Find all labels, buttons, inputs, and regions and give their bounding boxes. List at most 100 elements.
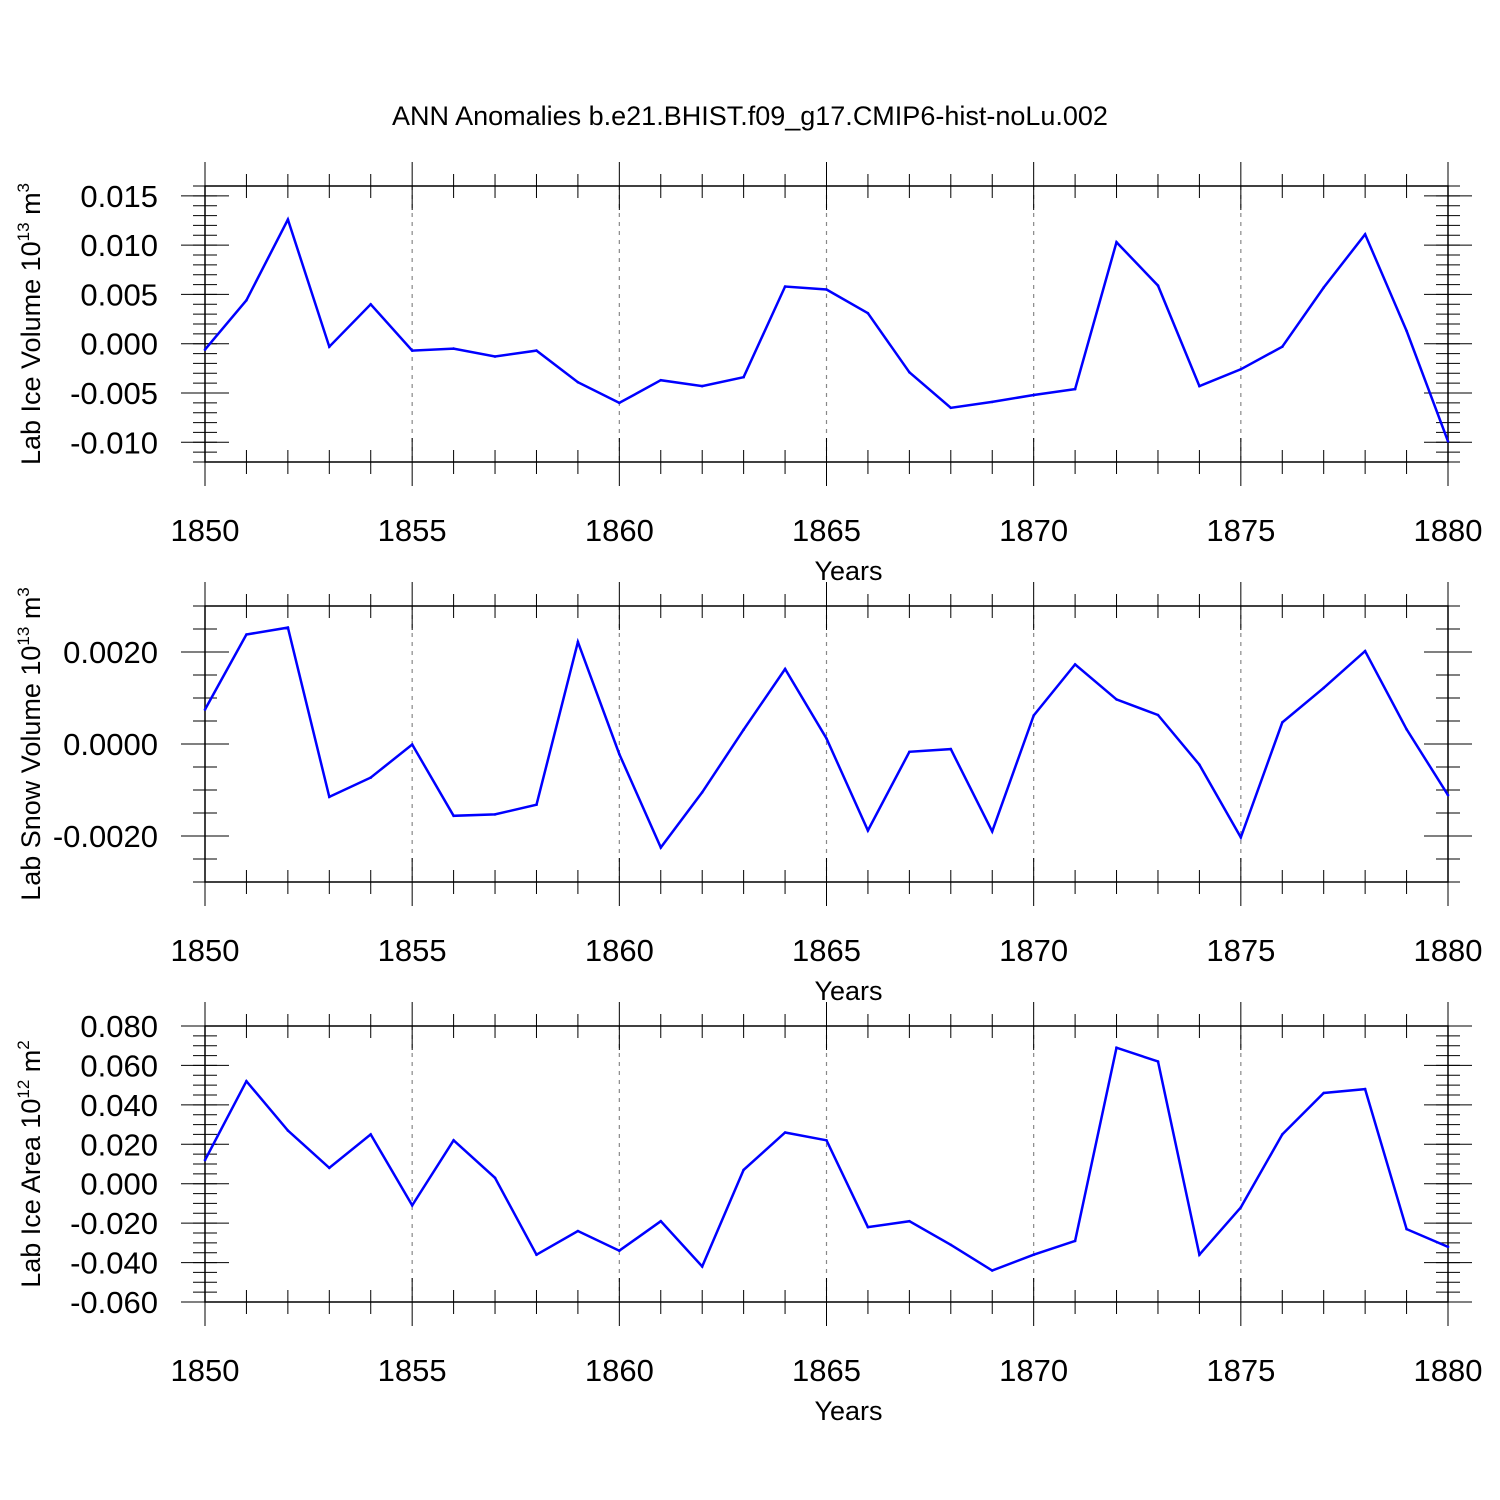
ice-volume-data-point-1863 — [742, 375, 745, 379]
ice-volume-data-point-1880 — [1446, 440, 1450, 443]
ice-area-data-point-1876 — [1281, 1133, 1284, 1136]
snow-volume-data-point-1869 — [990, 830, 994, 833]
ice-volume-xlabel: Years — [814, 556, 882, 586]
snow-volume-data-point-1876 — [1281, 721, 1284, 724]
snow-volume-data-point-1856 — [452, 814, 455, 818]
ice-volume-xtick-label-6: 1880 — [1414, 513, 1483, 548]
panel-ice-volume: -0.010 -0.005 0.000 0.005 0.010 0.015 1850 1855… — [14, 162, 1482, 586]
ice-area-data-point-1874 — [1198, 1253, 1201, 1256]
ice-area-xtick-label-3: 1865 — [792, 1353, 861, 1388]
ice-area-data-point-1880 — [1446, 1245, 1450, 1249]
panel-snow-volume: -0.0020 0.0000 0.0020 1850 1855 1860 1865 1870 1… — [14, 582, 1482, 1006]
snow-volume-data-point-1868 — [949, 747, 953, 751]
ice-volume-data-point-1879 — [1405, 329, 1408, 333]
ice-volume-ytick-label-4: 0.010 — [80, 228, 158, 263]
snow-volume-plot-frame — [204, 605, 1449, 883]
ice-area-data-point-1871 — [1073, 1239, 1077, 1243]
ice-volume-xtick-label-5: 1875 — [1206, 513, 1275, 548]
snow-volume-ytick-label-1: 0.0000 — [63, 727, 158, 762]
ice-volume-xtick-label-1: 1855 — [378, 513, 447, 548]
ice-volume-data-point-1856 — [452, 347, 455, 350]
snow-volume-ylabel-exponent: 13 — [14, 627, 33, 646]
ice-area-data-point-1878 — [1363, 1087, 1367, 1091]
ice-volume-xtick-label-2: 1860 — [585, 513, 654, 548]
ice-area-data-point-1853 — [328, 1166, 331, 1170]
ice-area-xtick-label-0: 1850 — [171, 1353, 240, 1388]
ice-volume-ytick-label-0: -0.010 — [70, 425, 158, 460]
snow-volume-data-point-1853 — [328, 795, 331, 799]
ice-area-xtick-label-4: 1870 — [999, 1353, 1068, 1388]
ice-area-ylabel-unit: m — [16, 1050, 46, 1080]
ice-area-data-point-1867 — [908, 1219, 911, 1223]
ice-area-data-point-1861 — [659, 1219, 663, 1223]
snow-volume-xtick-label-0: 1850 — [171, 933, 240, 968]
ice-volume-xtick-label-0: 1850 — [171, 513, 240, 548]
panel-ice-area: -0.060 -0.040 -0.020 0.000 0.020 0.040 0.060 0.… — [14, 1002, 1482, 1426]
ice-volume-ylabel: Lab Ice Volume 1013 m3 — [14, 183, 46, 465]
snow-volume-ylabel: Lab Snow Volume 1013 m3 — [14, 587, 46, 901]
snow-volume-data-point-1866 — [866, 829, 870, 832]
ice-area-ylabel-exponent: 12 — [14, 1080, 33, 1099]
snow-volume-data-point-1879 — [1405, 728, 1408, 731]
ice-area-ytick-label-2: -0.020 — [70, 1206, 158, 1241]
ice-volume-data-point-1850 — [203, 348, 207, 351]
ice-volume-ylabel-unit: m — [16, 192, 46, 222]
ice-area-ytick-label-3: 0.000 — [80, 1167, 158, 1202]
ice-area-data-point-1873 — [1156, 1060, 1160, 1063]
snow-volume-data-point-1862 — [700, 791, 704, 794]
snow-volume-data-point-1863 — [742, 728, 745, 731]
ice-area-data-point-1855 — [410, 1204, 414, 1207]
ice-area-data-point-1851 — [245, 1079, 248, 1083]
ice-volume-ylabel-exponent: 13 — [14, 222, 33, 241]
ice-volume-data-point-1855 — [410, 349, 414, 352]
ice-area-data-point-1875 — [1239, 1206, 1243, 1209]
snow-volume-data-point-1878 — [1363, 649, 1367, 653]
ice-volume-data-point-1861 — [659, 378, 663, 382]
ice-area-xtick-label-2: 1860 — [585, 1353, 654, 1388]
ice-area-plot-frame — [204, 1025, 1449, 1303]
snow-volume-data-point-1850 — [203, 708, 207, 711]
snow-volume-ytick-label-2: 0.0020 — [63, 635, 158, 670]
ice-volume-data-point-1852 — [286, 218, 290, 221]
ice-volume-data-point-1857 — [493, 355, 497, 358]
snow-volume-ylabel-main: Lab Snow Volume 10 — [16, 646, 46, 901]
ice-area-xlabel: Years — [814, 1396, 882, 1426]
snow-volume-data-point-1874 — [1198, 763, 1201, 766]
ice-volume-data-point-1854 — [369, 303, 373, 306]
snow-volume-data-point-1875 — [1239, 836, 1243, 839]
snow-volume-data-point-1865 — [825, 737, 828, 740]
ice-volume-data-point-1870 — [1032, 393, 1035, 397]
ice-volume-ytick-label-2: 0.000 — [80, 327, 158, 362]
snow-volume-xtick-label-1: 1855 — [378, 933, 447, 968]
ice-volume-data-point-1872 — [1115, 240, 1118, 244]
ice-area-data-point-1872 — [1115, 1046, 1118, 1049]
snow-volume-data-point-1873 — [1156, 713, 1160, 717]
snow-volume-ytick-label-0: -0.0020 — [53, 819, 158, 854]
ice-volume-data-point-1875 — [1239, 368, 1243, 371]
snow-volume-data-point-1851 — [245, 633, 248, 636]
snow-volume-data-point-1855 — [410, 743, 414, 746]
ice-volume-data-point-1858 — [535, 349, 538, 352]
snow-volume-xtick-label-4: 1870 — [999, 933, 1068, 968]
ice-area-ytick-label-0: -0.060 — [70, 1285, 158, 1320]
ice-area-ytick-label-4: 0.020 — [80, 1127, 158, 1162]
ice-volume-data-point-1865 — [825, 288, 828, 291]
snow-volume-ylabel-unit: m — [16, 597, 46, 627]
snow-volume-data-point-1864 — [783, 667, 787, 671]
ice-volume-data-point-1877 — [1322, 286, 1325, 289]
ice-volume-data-point-1851 — [245, 299, 248, 302]
ice-area-data-point-1863 — [742, 1168, 745, 1172]
ice-area-data-point-1858 — [535, 1253, 538, 1256]
ice-volume-data-point-1853 — [328, 345, 331, 349]
snow-volume-xtick-label-3: 1865 — [792, 933, 861, 968]
snow-volume-data-point-1852 — [286, 626, 290, 629]
ice-area-ytick-label-7: 0.080 — [80, 1009, 158, 1044]
ice-area-xtick-label-6: 1880 — [1414, 1353, 1483, 1388]
ice-volume-xtick-label-4: 1870 — [999, 513, 1068, 548]
snow-volume-data-point-1872 — [1115, 698, 1118, 701]
ice-area-data-point-1856 — [452, 1139, 455, 1142]
snow-volume-data-point-1860 — [618, 752, 621, 756]
figure-title: ANN Anomalies b.e21.BHIST.f09_g17.CMIP6-… — [392, 101, 1108, 131]
